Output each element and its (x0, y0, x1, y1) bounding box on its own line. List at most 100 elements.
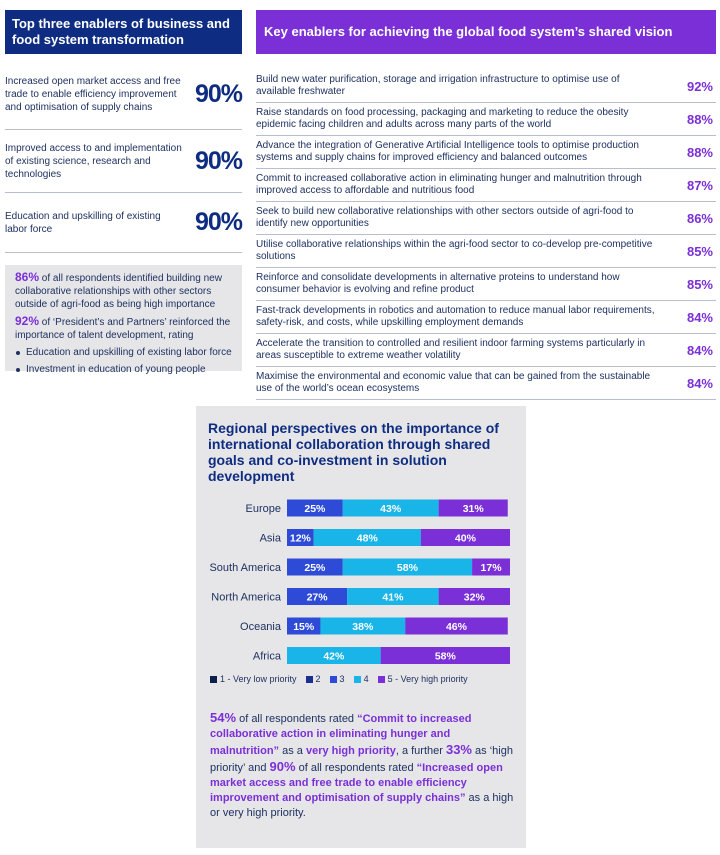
note-very-high: very high priority (305, 745, 396, 757)
bar-value-label: 40% (455, 533, 477, 545)
key-enabler-pct: 84% (686, 375, 713, 391)
key-enabler-pct: 88% (686, 144, 713, 160)
note-text: of all respondents rated (295, 762, 417, 774)
note-quote-hunger: “Commit to increased collaborative actio… (210, 713, 472, 757)
bar-value-label: 48% (357, 533, 379, 545)
note-pct-54: 54% (210, 710, 237, 725)
bar-segment (438, 499, 508, 517)
enabler-pct: 90% (194, 208, 243, 236)
legend-label: 4 (363, 674, 369, 684)
bar-segment (347, 588, 439, 605)
bar-segment (405, 617, 508, 635)
key-enabler-row: Accelerate the transition to controlled … (256, 334, 716, 367)
key-enabler-text: Advance the integration of Generative Ar… (256, 140, 639, 163)
legend-item: 5 - Very high priority (377, 674, 468, 684)
key-enabler-text: Accelerate the transition to controlled … (256, 338, 646, 361)
enabler-item: Education and upskilling of existing lab… (5, 193, 243, 253)
category-label: North America (211, 592, 282, 604)
bar-segment (287, 647, 381, 664)
bar-value-label: 46% (446, 621, 468, 633)
bar-segment (472, 558, 510, 576)
stat2-text: of ‘President’s and Partners’ reinforced… (15, 317, 231, 341)
bar-segment (287, 529, 314, 546)
right-header: Key enablers for achieving the global fo… (256, 10, 716, 54)
legend-label: 3 (339, 674, 345, 684)
bullet-item: Education and upskilling of existing lab… (15, 346, 232, 359)
legend-label: 2 (315, 674, 321, 684)
bar-segment (287, 617, 321, 635)
bar-value-label: 31% (463, 503, 485, 515)
key-enabler-row: Maximise the environmental and economic … (256, 367, 716, 400)
enabler-pct: 90% (194, 146, 243, 175)
legend-item: 4 (353, 674, 369, 684)
bar-value-label: 25% (304, 503, 326, 515)
respondents-summary-box: 86% of all respondents identified buildi… (5, 265, 242, 375)
key-enabler-pct: 86% (686, 210, 713, 226)
key-enabler-pct: 85% (686, 243, 713, 259)
enabler-item: Improved access to and implementation of… (5, 130, 243, 193)
legend-swatch (377, 675, 385, 683)
key-enabler-text: Utilise collaborative relationships with… (256, 239, 653, 262)
key-enabler-pct: 87% (686, 177, 713, 193)
note-text: as ‘high priority’ and (210, 745, 513, 774)
legend-item: 3 (329, 674, 345, 684)
bar-segment (320, 617, 406, 635)
chart-title: Regional perspectives on the importance … (208, 420, 499, 484)
key-enabler-text: Maximise the environmental and economic … (256, 371, 651, 394)
note-text: as a high or very high priority. (210, 792, 514, 819)
key-enabler-row: Raise standards on food processing, pack… (256, 103, 716, 136)
category-label: Africa (253, 651, 282, 663)
legend-label: 5 - Very high priority (387, 674, 468, 684)
key-enabler-row: Utilise collaborative relationships with… (256, 235, 716, 268)
enabler-item: Increased open market access and free tr… (5, 60, 243, 130)
regional-chart-panel: Regional perspectives on the importance … (196, 406, 526, 848)
bar-segment (420, 529, 510, 546)
bar-segment (438, 588, 510, 605)
legend-item: 1 - Very low priority (210, 674, 297, 684)
bar-value-label: 43% (380, 503, 402, 515)
bar-value-label: 12% (290, 533, 312, 545)
talent-bullets: Education and upskilling of existing lab… (15, 346, 232, 376)
enabler-text: Improved access to and implementation of… (5, 142, 182, 180)
note-pct-90: 90% (269, 759, 296, 774)
bar-value-label: 41% (382, 592, 404, 604)
bar-segment (287, 499, 343, 517)
bar-segment (313, 529, 421, 546)
bar-value-label: 27% (307, 592, 329, 604)
enabler-text: Increased open market access and free tr… (5, 76, 181, 113)
legend-swatch (353, 675, 361, 683)
chart-legend: 1 - Very low priority 2 3 4 5 - Very high pr… (210, 674, 520, 684)
bar-value-label: 32% (464, 592, 486, 604)
bar-segment (380, 647, 510, 664)
summary-stat-1: 86% of all respondents identified buildi… (15, 271, 232, 311)
note-text: of all respondents rated (236, 713, 358, 725)
key-enabler-text: Raise standards on food processing, pack… (256, 107, 629, 130)
category-label: Oceania (240, 621, 282, 633)
category-label: Asia (260, 533, 282, 545)
key-enabler-text: Fast-track developments in robotics and … (256, 305, 655, 328)
key-enabler-pct: 88% (686, 111, 713, 127)
category-label: Europe (246, 503, 281, 515)
key-enabler-pct: 84% (686, 342, 713, 358)
key-enabler-text: Reinforce and consolidate developments i… (256, 272, 620, 295)
key-enabler-pct: 85% (686, 276, 713, 292)
bar-value-label: 58% (397, 562, 419, 574)
key-enabler-row: Fast-track developments in robotics and … (256, 301, 716, 334)
key-enabler-pct: 92% (686, 78, 713, 94)
category-label: South America (209, 562, 281, 574)
note-pct-33: 33% (445, 742, 472, 757)
note-text: as a (279, 745, 306, 757)
bar-value-label: 15% (293, 621, 315, 633)
bullet-item: Investment in education of young people (15, 363, 232, 376)
key-enabler-row: Advance the integration of Generative Ar… (256, 136, 716, 169)
chart-note: 54% of all respondents rated “Commit to … (210, 710, 514, 821)
bar-segment (287, 558, 343, 576)
bar-value-label: 25% (304, 562, 326, 574)
key-enabler-pct: 84% (686, 309, 713, 325)
stacked-bar-chart: Europe 25% 43% 31% Asia 12% 48% 40% South Americ… (209, 499, 510, 664)
enabler-pct: 90% (194, 80, 243, 108)
summary-stat-2: 92% of ‘President’s and Partners’ reinfo… (15, 315, 232, 342)
stat2-pct: 92% (15, 314, 40, 328)
note-quote-trade: “Increased open market access and free t… (210, 762, 503, 804)
legend-label: 1 - Very low priority (220, 674, 297, 684)
